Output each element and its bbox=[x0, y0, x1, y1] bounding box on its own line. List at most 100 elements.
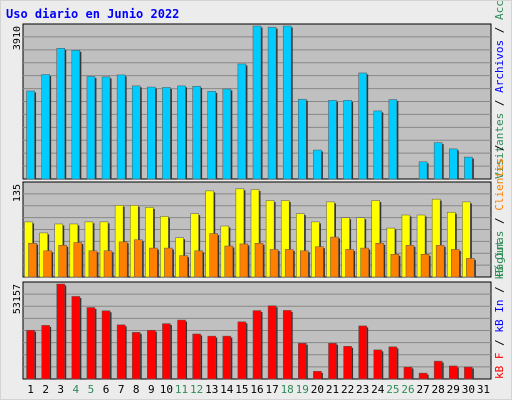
bar-pages_panel-day-25 bbox=[390, 254, 400, 278]
bar-pages_panel-day-26 bbox=[405, 245, 415, 278]
x-tick-label: 5 bbox=[88, 383, 95, 396]
bar-bandwidth_panel-day-13 bbox=[207, 335, 216, 380]
bar-bandwidth_panel-day-10 bbox=[162, 323, 171, 380]
legend-accesses: Accesos bbox=[493, 1, 506, 20]
bar-pages_panel-day-14 bbox=[224, 245, 234, 278]
x-tick-label: 26 bbox=[401, 383, 414, 396]
x-tick-label: 16 bbox=[250, 383, 263, 396]
pages_panel-max-label: 135 bbox=[12, 184, 23, 202]
legend-bw-out: kB Out bbox=[493, 240, 506, 280]
bar-bandwidth_panel-day-30 bbox=[464, 366, 473, 380]
bar-bandwidth_panel-day-16 bbox=[252, 310, 262, 380]
bar-pages_panel-day-4 bbox=[73, 242, 83, 278]
bar-visits_panel-day-7 bbox=[116, 74, 126, 180]
chart-title: Uso diario en Junio 2022 bbox=[6, 7, 179, 21]
bar-pages_panel-day-2 bbox=[43, 250, 52, 278]
bar-visits_panel-day-29 bbox=[449, 148, 458, 180]
bar-bandwidth_panel-day-19 bbox=[298, 343, 307, 380]
bar-pages_panel-day-21 bbox=[330, 236, 339, 278]
x-axis-labels: 1 2 3 4 5 6 7 8 9 10 11 12 13 14 15 16 17 18 19 20 21 22 23 24 2… bbox=[27, 383, 490, 396]
bar-visits_panel-day-12 bbox=[192, 86, 201, 180]
bar-visits_panel-day-14 bbox=[222, 88, 232, 180]
bar-pages_panel-day-12 bbox=[194, 250, 203, 278]
bar-pages_panel-day-17 bbox=[269, 249, 279, 278]
x-tick-label: 18 bbox=[281, 383, 294, 396]
x-tick-label: 12 bbox=[190, 383, 203, 396]
bar-bandwidth_panel-day-9 bbox=[147, 329, 156, 380]
bar-visits_panel-day-9 bbox=[147, 86, 156, 180]
bar-visits_panel-day-22 bbox=[343, 100, 352, 180]
y-axis-labels: 3910 135 53157 bbox=[12, 26, 23, 314]
bar-visits_panel-day-13 bbox=[207, 91, 216, 180]
bar-bandwidth_panel-day-24 bbox=[373, 349, 383, 380]
bar-visits_panel-day-15 bbox=[237, 63, 247, 180]
bars bbox=[24, 25, 476, 380]
bar-bandwidth_panel-day-6 bbox=[101, 310, 111, 380]
bar-pages_panel-day-10 bbox=[164, 247, 173, 278]
bar-bandwidth_panel-day-17 bbox=[267, 305, 277, 380]
bar-pages_panel-day-28 bbox=[435, 245, 445, 278]
bar-pages_panel-day-23 bbox=[360, 247, 369, 278]
bar-visits_panel-day-18 bbox=[282, 25, 292, 180]
legend-bottom: kB F / kB In / kB Out bbox=[493, 240, 506, 379]
bar-pages_panel-day-8 bbox=[133, 239, 143, 278]
bar-pages_panel-day-18 bbox=[284, 249, 294, 278]
bar-bandwidth_panel-day-14 bbox=[222, 335, 232, 380]
bar-visits_panel-day-21 bbox=[328, 100, 337, 180]
bar-visits_panel-day-10 bbox=[162, 87, 171, 180]
legend-pages: Páginas bbox=[493, 231, 506, 277]
bar-pages_panel-day-29 bbox=[451, 249, 460, 278]
x-tick-label: 21 bbox=[326, 383, 339, 396]
bar-visits_panel-day-1 bbox=[26, 90, 35, 180]
bar-bandwidth_panel-day-7 bbox=[116, 324, 126, 380]
bar-bandwidth_panel-day-27 bbox=[418, 372, 428, 380]
bar-pages_panel-day-9 bbox=[149, 247, 158, 278]
bar-pages_panel-day-22 bbox=[345, 249, 354, 278]
bar-visits_panel-day-4 bbox=[71, 50, 81, 180]
bar-visits_panel-day-3 bbox=[56, 48, 65, 180]
x-tick-label: 19 bbox=[296, 383, 309, 396]
bar-bandwidth_panel-day-26 bbox=[403, 366, 413, 380]
bar-bandwidth_panel-day-4 bbox=[71, 296, 81, 380]
bar-pages_panel-day-3 bbox=[58, 245, 67, 278]
bar-pages_panel-day-11 bbox=[179, 255, 188, 278]
x-tick-label: 3 bbox=[57, 383, 64, 396]
bar-pages_panel-day-13 bbox=[209, 233, 218, 278]
x-tick-label: 31 bbox=[477, 383, 490, 396]
bar-pages_panel-day-5 bbox=[88, 250, 98, 278]
x-tick-label: 6 bbox=[103, 383, 110, 396]
x-tick-label: 28 bbox=[432, 383, 445, 396]
bar-visits_panel-day-23 bbox=[358, 72, 367, 180]
bar-visits_panel-day-11 bbox=[177, 85, 186, 180]
x-tick-label: 10 bbox=[160, 383, 173, 396]
legend-visitors: Visitantes bbox=[493, 113, 506, 179]
x-tick-label: 20 bbox=[311, 383, 324, 396]
legend-files: Archivos bbox=[493, 40, 506, 93]
bar-bandwidth_panel-day-28 bbox=[433, 360, 443, 380]
bar-bandwidth_panel-day-11 bbox=[177, 319, 186, 380]
bar-bandwidth_panel-day-12 bbox=[192, 333, 201, 380]
legend-right: Visitantes / Archivos / Accesos Páginas … bbox=[493, 1, 506, 379]
bar-visits_panel-day-24 bbox=[373, 110, 383, 180]
x-tick-label: 7 bbox=[118, 383, 125, 396]
bar-bandwidth_panel-day-22 bbox=[343, 346, 352, 380]
bar-bandwidth_panel-day-15 bbox=[237, 321, 247, 380]
bar-visits_panel-day-2 bbox=[41, 74, 50, 180]
bar-visits_panel-day-28 bbox=[433, 142, 443, 180]
bandwidth_panel-max-label: 53157 bbox=[12, 284, 23, 314]
x-tick-label: 24 bbox=[371, 383, 385, 396]
bar-visits_panel-day-17 bbox=[267, 26, 277, 180]
legend-bw-f: kB F bbox=[493, 353, 506, 380]
x-tick-label: 15 bbox=[235, 383, 248, 396]
bar-visits_panel-day-16 bbox=[252, 25, 262, 180]
x-tick-label: 8 bbox=[133, 383, 140, 396]
bar-bandwidth_panel-day-21 bbox=[328, 343, 337, 380]
bar-visits_panel-day-20 bbox=[313, 149, 322, 180]
bar-bandwidth_panel-day-29 bbox=[449, 365, 458, 380]
legend-top: Visitantes / Archivos / Accesos bbox=[493, 1, 506, 179]
bar-pages_panel-day-19 bbox=[300, 250, 309, 278]
legend-clients: Clientes bbox=[493, 158, 506, 211]
bar-pages_panel-day-15 bbox=[239, 243, 249, 278]
bar-bandwidth_panel-day-23 bbox=[358, 325, 367, 380]
